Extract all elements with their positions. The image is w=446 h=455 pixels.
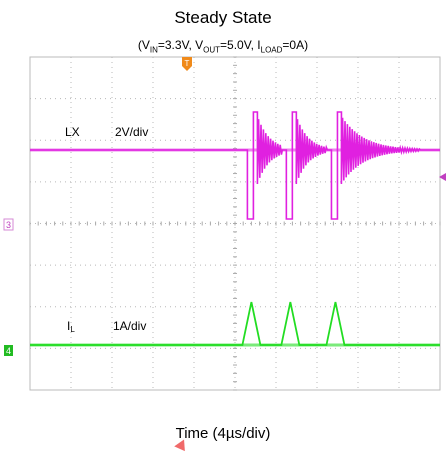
- il-waveform: [30, 301, 440, 346]
- il-label-sub: L: [70, 325, 75, 334]
- chart-title: Steady State: [174, 8, 272, 27]
- subtitle-sub: IN: [149, 45, 158, 55]
- subtitle-part: =5.0V, I: [220, 38, 261, 52]
- subtitle-part: (V: [137, 38, 150, 52]
- lx-waveform: [30, 111, 440, 220]
- trigger-label: T: [185, 59, 190, 68]
- lx-label: LX: [65, 125, 80, 139]
- lx-level-marker: [439, 173, 446, 181]
- subtitle-sub: OUT: [203, 45, 221, 55]
- channel-4-marker: [4, 345, 13, 356]
- il-label: IL: [67, 319, 75, 334]
- il-label-main: I: [67, 319, 70, 333]
- grid: [29, 56, 441, 391]
- subtitle-sub: LOAD: [260, 45, 283, 55]
- channel-3-marker: [3, 218, 14, 231]
- channel-4-label: 4: [6, 346, 11, 356]
- chart-subtitle: (VIN=3.3V, VOUT=5.0V, ILOAD=0A): [0, 38, 446, 54]
- il-scale: 1A/div: [113, 319, 146, 333]
- channel-3-label: 3: [6, 220, 11, 230]
- trigger-marker: [182, 57, 192, 71]
- lx-scale: 2V/div: [115, 125, 148, 139]
- subtitle-part: =0A): [282, 38, 309, 52]
- x-axis-label: Time (4µs/div): [175, 425, 271, 442]
- traces: [30, 111, 440, 347]
- subtitle-part: =3.3V, V: [157, 38, 204, 52]
